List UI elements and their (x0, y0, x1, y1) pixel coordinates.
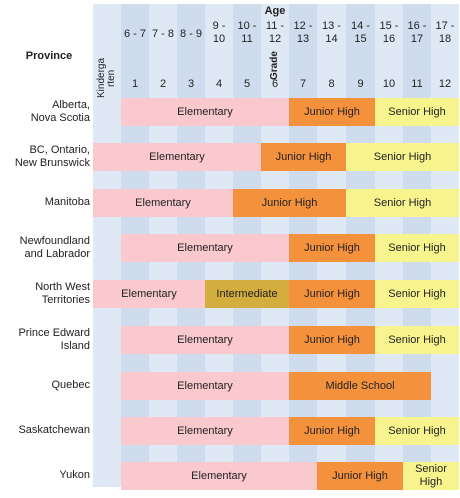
stage-bar-senior-high: Senior High (346, 143, 459, 171)
stage-bar-junior-high: Junior High (289, 417, 375, 445)
stage-bar-senior-high: Senior High (375, 280, 459, 308)
stage-bar-junior-high: Junior High (233, 189, 346, 217)
stage-bar-junior-high: Junior High (289, 234, 375, 262)
stage-bar-elementary: Elementary (93, 189, 233, 217)
age-label: Age (264, 5, 286, 17)
age-header: 17 - 18 (435, 20, 455, 45)
province-header: Province (25, 50, 73, 62)
age-header: 16 - 17 (407, 20, 427, 45)
stage-bar-junior-high: Junior High (317, 462, 403, 490)
grade-header: 1 (131, 78, 139, 90)
age-header: 14 - 15 (351, 20, 370, 45)
age-header: 12 - 13 (293, 20, 313, 45)
province-label: Yukon (59, 469, 90, 481)
stage-bar-junior-high: Junior High (289, 98, 375, 126)
stage-bar-elementary: Elementary (121, 234, 289, 262)
stage-bar-elementary: Elementary (121, 326, 289, 354)
grade-header: 8 (328, 78, 335, 90)
province-label: Manitoba (44, 196, 90, 208)
stage-bar-elementary: Elementary (121, 417, 289, 445)
stage-bar-senior-high: Senior High (375, 98, 459, 126)
grade-header: 3 (187, 78, 195, 90)
stage-bar-middle-school: Middle School (289, 372, 431, 400)
stage-bar-senior-high: Senior High (375, 326, 459, 354)
age-header: 8 - 9 (179, 28, 202, 40)
province-label: Newfoundland and Labrador (19, 234, 90, 260)
kindergarten-label: Kinderga rten (96, 57, 117, 99)
stage-bar-senior-high: Senior High (375, 234, 459, 262)
age-header: 10 - 11 (237, 20, 257, 45)
age-header: 7 - 8 (151, 28, 174, 40)
column-background (93, 4, 121, 487)
stage-bar-junior-high: Junior High (289, 326, 375, 354)
grade-header: 11 (411, 78, 423, 90)
stage-bar-elementary: Elementary (93, 280, 205, 308)
age-header: 15 - 16 (379, 20, 399, 45)
age-header: 6 - 7 (123, 28, 146, 40)
grade-header: 12 (438, 78, 452, 90)
age-header: 11 - 12 (265, 20, 285, 45)
province-label: Quebec (51, 379, 90, 391)
stage-bar-senior-high: Senior High (403, 462, 459, 490)
stage-bar-junior-high: Junior High (289, 280, 375, 308)
stage-bar-elementary: Elementary (121, 372, 289, 400)
grade-header: 10 (382, 78, 396, 90)
grade-header: 7 (299, 78, 307, 90)
grade-header: 4 (215, 78, 223, 90)
province-label: Alberta, Nova Scotia (30, 98, 90, 124)
province-label: BC, Ontario, New Brunswick (14, 143, 90, 169)
stage-bar-elementary: Elementary (121, 462, 317, 490)
province-label: North West Territories (35, 280, 90, 306)
stage-bar-elementary: Elementary (93, 143, 261, 171)
stage-bar-elementary: Elementary (121, 98, 289, 126)
province-label: Prince Edward Island (18, 326, 90, 352)
grade-header: 9 (357, 78, 364, 90)
stage-bar-junior-high: Junior High (261, 143, 346, 171)
stage-bar-senior-high: Senior High (375, 417, 459, 445)
age-header: 9 - 10 (212, 20, 226, 45)
grade-header: 2 (159, 78, 167, 90)
province-label: Saskatchewan (18, 424, 90, 436)
grade-header: 5 (243, 78, 251, 90)
stage-bar-senior-high: Senior High (346, 189, 459, 217)
age-header: 13 - 14 (322, 20, 341, 45)
grade-header: 6 (271, 78, 279, 90)
stage-bar-intermediate: Intermediate (205, 280, 289, 308)
